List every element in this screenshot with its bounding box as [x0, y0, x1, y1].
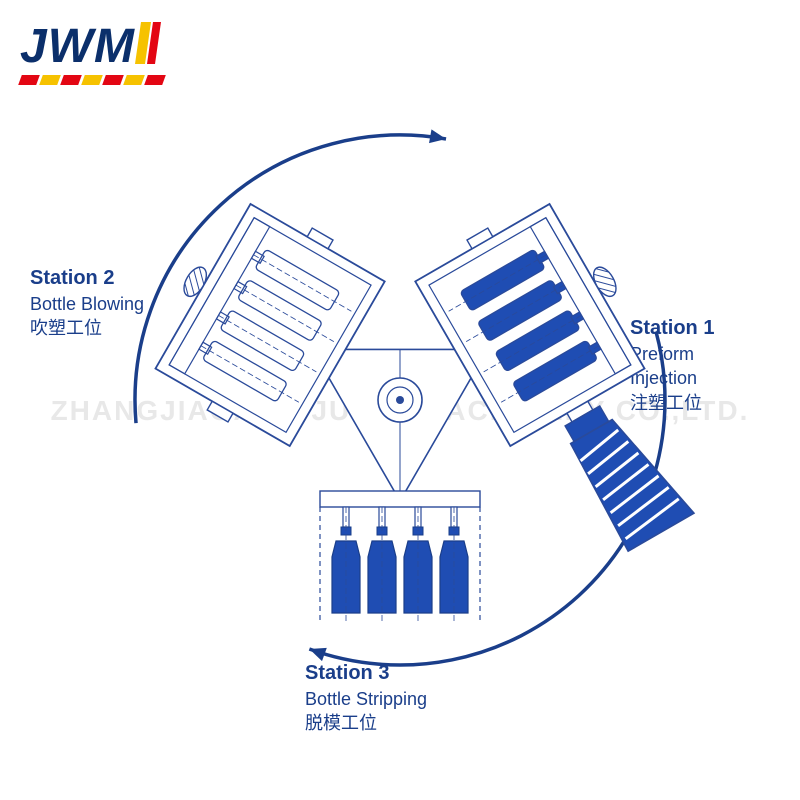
arrowhead-icon — [429, 129, 446, 143]
process-diagram — [0, 0, 800, 800]
arrowhead-icon — [309, 648, 326, 661]
eject-frame — [320, 491, 480, 507]
